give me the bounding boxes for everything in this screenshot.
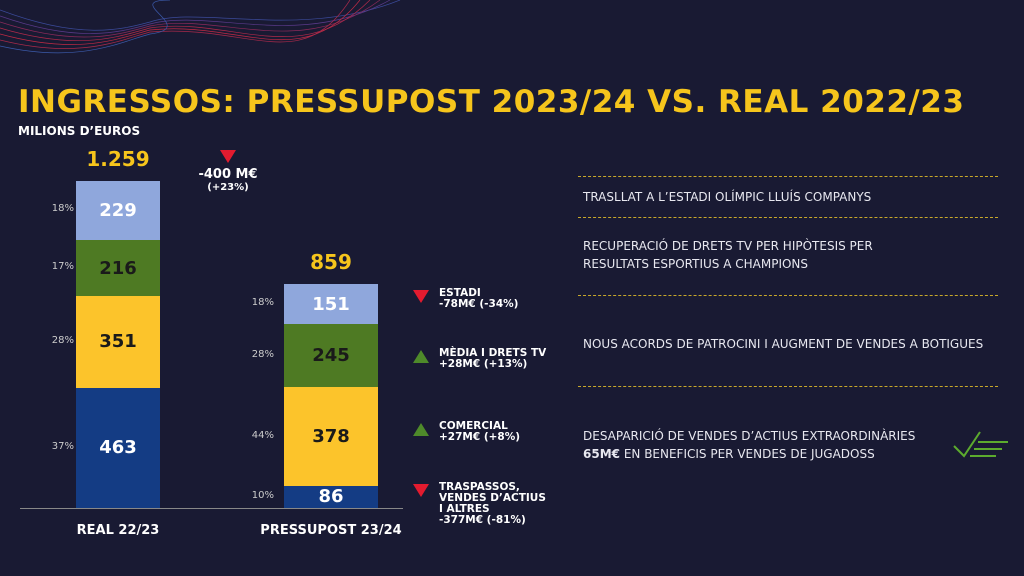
triangle-down-icon [220, 150, 236, 163]
divider [578, 386, 998, 387]
legend-text: +27M€ (+8%) [439, 431, 521, 443]
legend-text: VENDES D’ACTIUS [439, 492, 546, 504]
bar-segment-estadi: 229 [76, 180, 160, 241]
triangle-down-icon [413, 290, 429, 303]
pct-label: 28% [251, 348, 274, 360]
note-line: EN BENEFICIS PER VENDES DE JUGADOSS [620, 447, 875, 461]
legend-text: +28M€ (+13%) [439, 358, 528, 370]
bar-segment-media: 245 [284, 323, 378, 388]
legend-text: TRASPASSOS, [439, 481, 520, 493]
pct-label: 28% [51, 334, 74, 346]
divider [578, 176, 998, 177]
pct-label: 18% [51, 203, 74, 215]
pct-label: 18% [251, 297, 274, 309]
decorative-waves [0, 0, 401, 54]
legend-text: -377M€ (-81%) [439, 514, 526, 526]
stacked-bar-chart: 463 37% 351 28% 216 17% 229 18% 1.259 REAL 22/23 8… [51, 146, 402, 538]
legend-text: ESTADI [439, 287, 481, 299]
note-media: RECUPERACIÓ DE DRETS TV PER HIPÒTESIS PE… [583, 237, 873, 273]
pct-label: 17% [51, 261, 74, 273]
note-line: RECUPERACIÓ DE DRETS TV PER HIPÒTESIS PE… [583, 239, 873, 253]
category-label: PRESSUPOST 23/24 [260, 523, 402, 538]
change-value: -400 M€ [198, 167, 258, 182]
pct-label: 44% [251, 429, 274, 441]
note-bold: 65M€ [583, 447, 620, 461]
bar-segment-traspassos: 86 [284, 485, 378, 508]
legend-text: I ALTRES [439, 503, 490, 515]
bar-segment-traspassos: 463 [76, 387, 160, 508]
divider [578, 217, 998, 218]
page-title: INGRESSOS: PRESSUPOST 2023/24 VS. REAL 2… [18, 84, 965, 120]
legend-item: COMERCIAL +27M€ (+8%) [413, 421, 520, 443]
legend-text: COMERCIAL [439, 420, 508, 432]
note-line: RESULTATS ESPORTIUS A CHAMPIONS [583, 257, 809, 271]
triangle-up-icon [413, 423, 429, 436]
note-estadi: TRASLLAT A L’ESTADI OLÍMPIC LLUÍS COMPAN… [583, 190, 872, 204]
legend-item: TRASPASSOS, VENDES D’ACTIUS I ALTRES -377M€… [413, 482, 546, 526]
legend-item: ESTADI -78M€ (-34%) [413, 288, 518, 310]
bar-total: 1.259 [86, 146, 150, 171]
legend-text: MÈDIA I DRETS TV [439, 347, 547, 359]
note-traspassos: DESAPARICIÓ DE VENDES D’ACTIUS EXTRAORDI… [583, 427, 915, 463]
triangle-up-icon [413, 350, 429, 363]
legend-text: -78M€ (-34%) [439, 298, 519, 310]
bar-total: 859 [310, 250, 352, 275]
legend-item: MÈDIA I DRETS TV +28M€ (+13%) [413, 348, 546, 370]
note-line: DESAPARICIÓ DE VENDES D’ACTIUS EXTRAORDI… [583, 429, 916, 443]
total-change-annotation: -400 M€ (+23%) [188, 150, 268, 193]
divider [578, 295, 998, 296]
check-list-icon [953, 431, 1008, 458]
triangle-down-icon [413, 484, 429, 497]
pct-label: 37% [51, 440, 74, 452]
bar-segment-comercial: 378 [284, 387, 378, 486]
category-label: REAL 22/23 [76, 523, 160, 538]
bar-segment-media: 216 [76, 240, 160, 297]
change-pct: (+23%) [207, 182, 249, 193]
pct-label: 10% [251, 489, 274, 501]
x-axis-line [20, 508, 403, 509]
bar-segment-estadi: 151 [284, 284, 378, 324]
bar-segment-comercial: 351 [76, 296, 160, 388]
unit-label: MILIONS D’EUROS [18, 124, 141, 138]
note-comercial: NOUS ACORDS DE PATROCINI I AUGMENT DE VE… [583, 337, 984, 351]
